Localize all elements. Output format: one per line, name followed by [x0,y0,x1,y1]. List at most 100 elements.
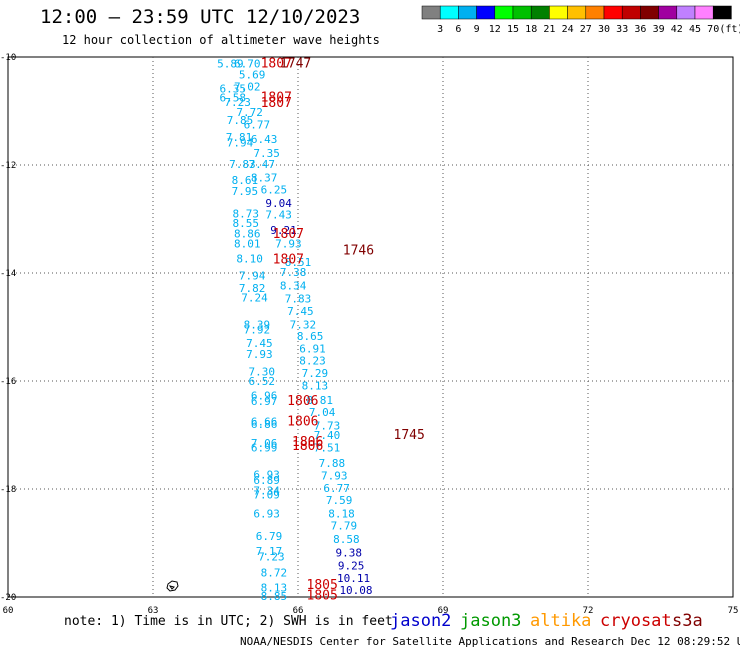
wave-height-label: 7.02 [234,81,261,94]
wave-height-label: 7.51 [314,441,341,454]
wave-height-label: 7.88 [319,457,346,470]
wave-height-label: 7.47 [249,158,276,171]
x-tick-label: 66 [293,606,304,616]
wave-height-label: 7.32 [290,318,317,331]
y-tick-label: -20 [0,593,16,603]
wave-height-label: 7.43 [265,209,292,222]
wave-height-label: 7.83 [285,292,312,305]
wave-height-label: 6.99 [251,441,278,454]
wave-height-label: 8.34 [280,279,307,292]
scale-swatch [494,5,514,20]
wave-height-label: 6.97 [251,395,278,408]
wave-height-label: 7.24 [241,291,268,304]
wave-height-label: 5.69 [239,68,266,81]
scale-label: 12 [489,24,501,35]
scale-label: 18 [525,24,537,35]
scale-label: (ft) [719,24,740,35]
scale-label: 27 [580,24,592,35]
wave-height-label: 7.40 [314,429,341,442]
wave-height-label: 8.01 [234,237,261,250]
wave-height-label: 6.43 [251,133,278,146]
wave-height-label: 6.89 [253,474,280,487]
wave-height-label: 7.06 [251,437,278,450]
wave-height-label: 6.93 [253,468,280,481]
scale-label: 6 [455,24,461,35]
plot-border [7,56,734,598]
scale-swatch [512,5,532,20]
wave-height-label: 8.85 [261,590,288,603]
wave-height-label: 10.08 [339,584,372,597]
wave-height-label: 7.82 [239,282,266,295]
wave-height-label: 9.38 [336,547,363,560]
wave-height-label: 8.65 [297,330,324,343]
pass-time-label: 1746 [343,243,374,258]
wave-height-label: 7.59 [326,494,353,507]
wave-height-label: 6.93 [253,507,280,520]
scale-label: 39 [653,24,665,35]
wave-height-label: 6.58 [220,92,247,105]
pass-time-label: 1805 [307,588,338,603]
wave-height-label: 7.17 [256,545,283,558]
scale-swatch [676,5,696,20]
pass-time-label: 1745 [394,428,425,443]
pass-time-label: 1807 [261,91,292,106]
y-tick-label: -14 [0,269,16,279]
wave-height-label: 7.30 [249,365,276,378]
scale-swatch [439,5,459,20]
pass-time-labels: 1807174718071807180717461807180618061745… [261,56,425,603]
wave-height-label: 9.25 [338,560,365,573]
scale-swatch [712,5,732,20]
scale-swatch [640,5,659,20]
wave-height-label: 7.23 [258,551,285,564]
wave-height-label: 7.93 [246,348,273,361]
scale-swatch [603,5,623,20]
wave-height-label: 7.94 [239,270,266,283]
pass-time-label: 1805 [307,578,338,593]
wave-height-label: 8.51 [285,256,312,269]
wave-height-label: 7.34 [253,485,280,498]
wave-height-label: 6.86 [251,418,278,431]
pass-time-label: 1806 [292,439,323,454]
wave-height-label: 8.37 [251,171,278,184]
wave-height-label: 7.81 [226,131,253,144]
satellite-name: jason3 [460,611,521,631]
scale-label: 33 [616,24,628,35]
pass-time-label: 1807 [273,227,304,242]
pass-time-label: 1806 [287,394,318,409]
satellite-name: altika [530,611,591,631]
wave-height-label: 8.72 [261,567,288,580]
pass-time-label: 1807 [273,253,304,268]
wave-height-label: 6.70 [234,57,261,70]
scale-swatch [585,5,605,20]
wave-height-label: 8.55 [233,217,260,230]
satellite-name: s3a [672,611,703,631]
x-tick-label: 75 [728,606,739,616]
scale-swatch [421,5,441,20]
wave-height-label: 6.35 [220,82,247,95]
scale-label: 9 [474,24,480,35]
wave-height-label: 10.11 [337,572,370,585]
wave-height-label: 7.09 [253,488,280,501]
wave-height-label: 8.61 [232,174,259,187]
wave-height-label: 7.38 [280,266,307,279]
wave-height-label: 6.52 [249,375,276,388]
scale-label: 15 [507,24,519,35]
wave-height-label: 8.58 [333,533,360,546]
footer-credit: NOAA/NESDIS Center for Satellite Applica… [240,635,740,648]
wave-height-label: 8.13 [302,379,329,392]
scale-label: 45 [689,24,701,35]
wave-height-label: 7.72 [236,106,263,119]
wave-height-label: 6.25 [261,183,288,196]
scale-swatch [658,5,678,20]
scale-swatch [694,5,714,20]
wave-height-label: 7.83 [229,158,256,171]
wave-height-label: 8.39 [244,318,271,331]
wave-height-label: 8.13 [261,581,288,594]
grid-lines [8,57,733,597]
wave-height-label: 7.35 [253,147,280,160]
scale-swatch [567,5,587,20]
wave-height-label: 8.23 [299,354,326,367]
wave-height-label: 6.96 [251,390,278,403]
scale-swatch [621,5,641,20]
